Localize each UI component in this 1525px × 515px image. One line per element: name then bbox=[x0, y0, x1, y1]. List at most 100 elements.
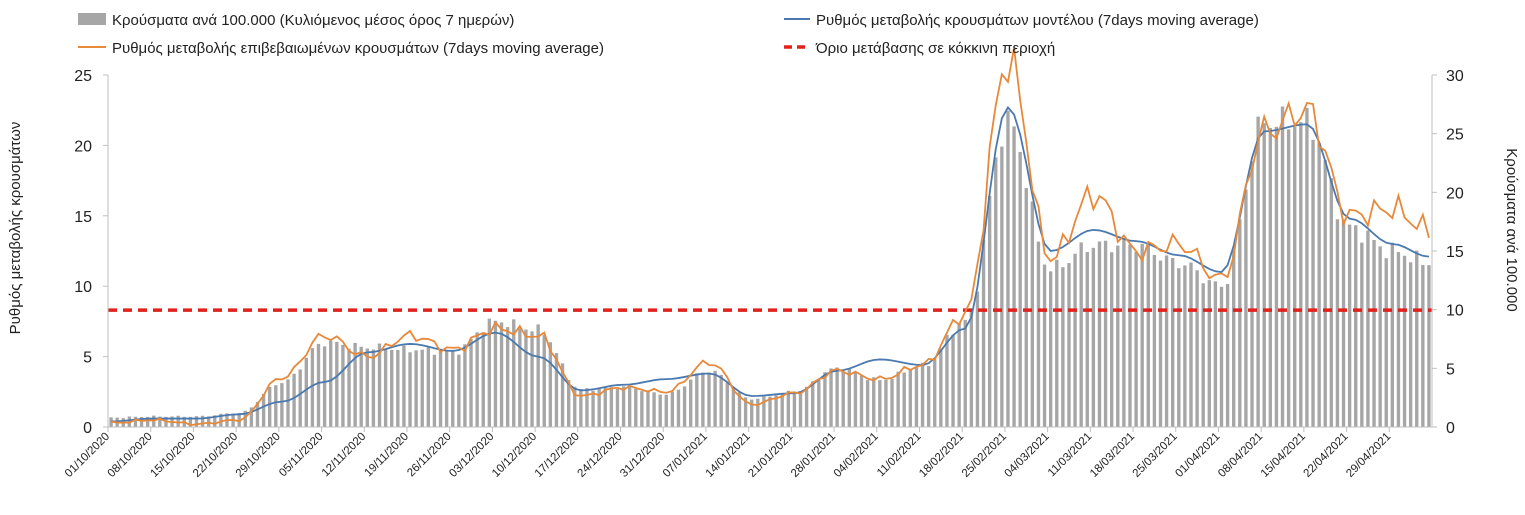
bar bbox=[292, 373, 296, 427]
bar bbox=[908, 369, 913, 427]
bar bbox=[1146, 242, 1150, 427]
bar bbox=[1122, 239, 1126, 427]
bar bbox=[261, 393, 266, 427]
bar bbox=[682, 386, 687, 427]
bar bbox=[1274, 126, 1279, 427]
bar bbox=[335, 341, 339, 427]
bar bbox=[1158, 260, 1163, 427]
bar bbox=[725, 382, 729, 427]
bar bbox=[640, 391, 644, 427]
bar bbox=[1415, 250, 1419, 427]
bar bbox=[1372, 239, 1376, 427]
bar bbox=[1427, 265, 1431, 427]
bar bbox=[1091, 247, 1096, 427]
bar bbox=[1244, 189, 1248, 427]
bar bbox=[585, 388, 589, 427]
bar bbox=[280, 383, 284, 427]
x-tick-label: 24/12/2020 bbox=[575, 431, 624, 480]
bar bbox=[353, 342, 357, 427]
bar bbox=[945, 334, 949, 427]
bar bbox=[664, 394, 668, 427]
bar bbox=[878, 380, 882, 427]
bar bbox=[133, 416, 138, 427]
bar bbox=[939, 348, 943, 427]
bar bbox=[615, 389, 620, 427]
bar bbox=[1390, 242, 1395, 427]
bar bbox=[1225, 284, 1230, 427]
bar bbox=[811, 381, 815, 427]
bar bbox=[719, 374, 723, 427]
bar bbox=[316, 343, 321, 427]
bar bbox=[951, 334, 955, 427]
bar bbox=[1360, 242, 1364, 427]
bar bbox=[158, 416, 162, 427]
bar bbox=[347, 348, 351, 427]
bar bbox=[304, 357, 308, 427]
bar bbox=[408, 352, 412, 427]
bar bbox=[902, 372, 906, 427]
bar bbox=[493, 320, 498, 427]
bar bbox=[804, 386, 809, 427]
bar bbox=[249, 407, 254, 427]
bar bbox=[457, 354, 461, 427]
bar bbox=[542, 334, 546, 427]
bar bbox=[847, 368, 851, 427]
bar bbox=[194, 416, 199, 427]
bar bbox=[1024, 188, 1028, 427]
bar bbox=[841, 371, 845, 427]
bar bbox=[1250, 161, 1254, 428]
bar bbox=[1140, 243, 1144, 427]
y-right-tick-label: 20 bbox=[1446, 185, 1464, 202]
bar bbox=[762, 396, 766, 427]
bar bbox=[1189, 262, 1193, 427]
bar bbox=[438, 351, 443, 427]
x-tick-label: 10/12/2020 bbox=[490, 431, 539, 480]
x-tick-label: 08/04/2021 bbox=[1216, 431, 1265, 480]
x-tick-label: 29/04/2021 bbox=[1344, 431, 1393, 480]
bar bbox=[396, 349, 400, 427]
bar bbox=[268, 386, 272, 427]
x-tick-label: 15/04/2021 bbox=[1259, 431, 1308, 480]
bar bbox=[701, 372, 705, 427]
bar bbox=[1164, 255, 1169, 427]
bar bbox=[670, 391, 675, 427]
bar bbox=[1116, 245, 1120, 427]
bar bbox=[1048, 271, 1053, 427]
legend-model-label: Ρυθμός μεταβολής κρουσμάτων μοντέλου (7d… bbox=[816, 12, 1259, 29]
y-axis-left-label: Ρυθμός μεταβολής κρουσμάτων bbox=[7, 122, 24, 335]
bar bbox=[1061, 267, 1065, 427]
bar bbox=[1110, 252, 1114, 427]
bar bbox=[243, 410, 247, 427]
bar bbox=[969, 308, 974, 427]
bar bbox=[566, 380, 571, 427]
x-tick-label: 01/10/2020 bbox=[63, 431, 112, 480]
bar bbox=[872, 377, 876, 427]
bar bbox=[884, 379, 888, 427]
x-tick-label: 29/10/2020 bbox=[234, 431, 283, 480]
bar bbox=[322, 346, 327, 427]
bar bbox=[524, 329, 528, 427]
bar bbox=[981, 239, 986, 427]
bar bbox=[1073, 253, 1077, 427]
bar bbox=[853, 372, 858, 427]
bar bbox=[1177, 268, 1181, 427]
bar bbox=[219, 413, 223, 427]
y-left-tick-label: 5 bbox=[83, 350, 92, 367]
bar bbox=[188, 416, 193, 427]
bar bbox=[914, 367, 919, 427]
bar bbox=[1103, 240, 1108, 427]
bar bbox=[823, 372, 827, 427]
y-axis-right-label: Κρούσματα ανά 100.000 bbox=[1503, 148, 1520, 311]
bar bbox=[707, 372, 711, 427]
bar bbox=[359, 346, 363, 427]
bar bbox=[1335, 219, 1340, 427]
bar bbox=[1213, 281, 1218, 427]
bar bbox=[1128, 244, 1132, 427]
bar bbox=[1042, 264, 1047, 427]
bar bbox=[499, 322, 504, 427]
bar bbox=[377, 343, 382, 427]
bar bbox=[1036, 241, 1041, 427]
bar bbox=[1134, 252, 1138, 427]
bar bbox=[255, 401, 260, 427]
bar bbox=[1207, 280, 1211, 427]
